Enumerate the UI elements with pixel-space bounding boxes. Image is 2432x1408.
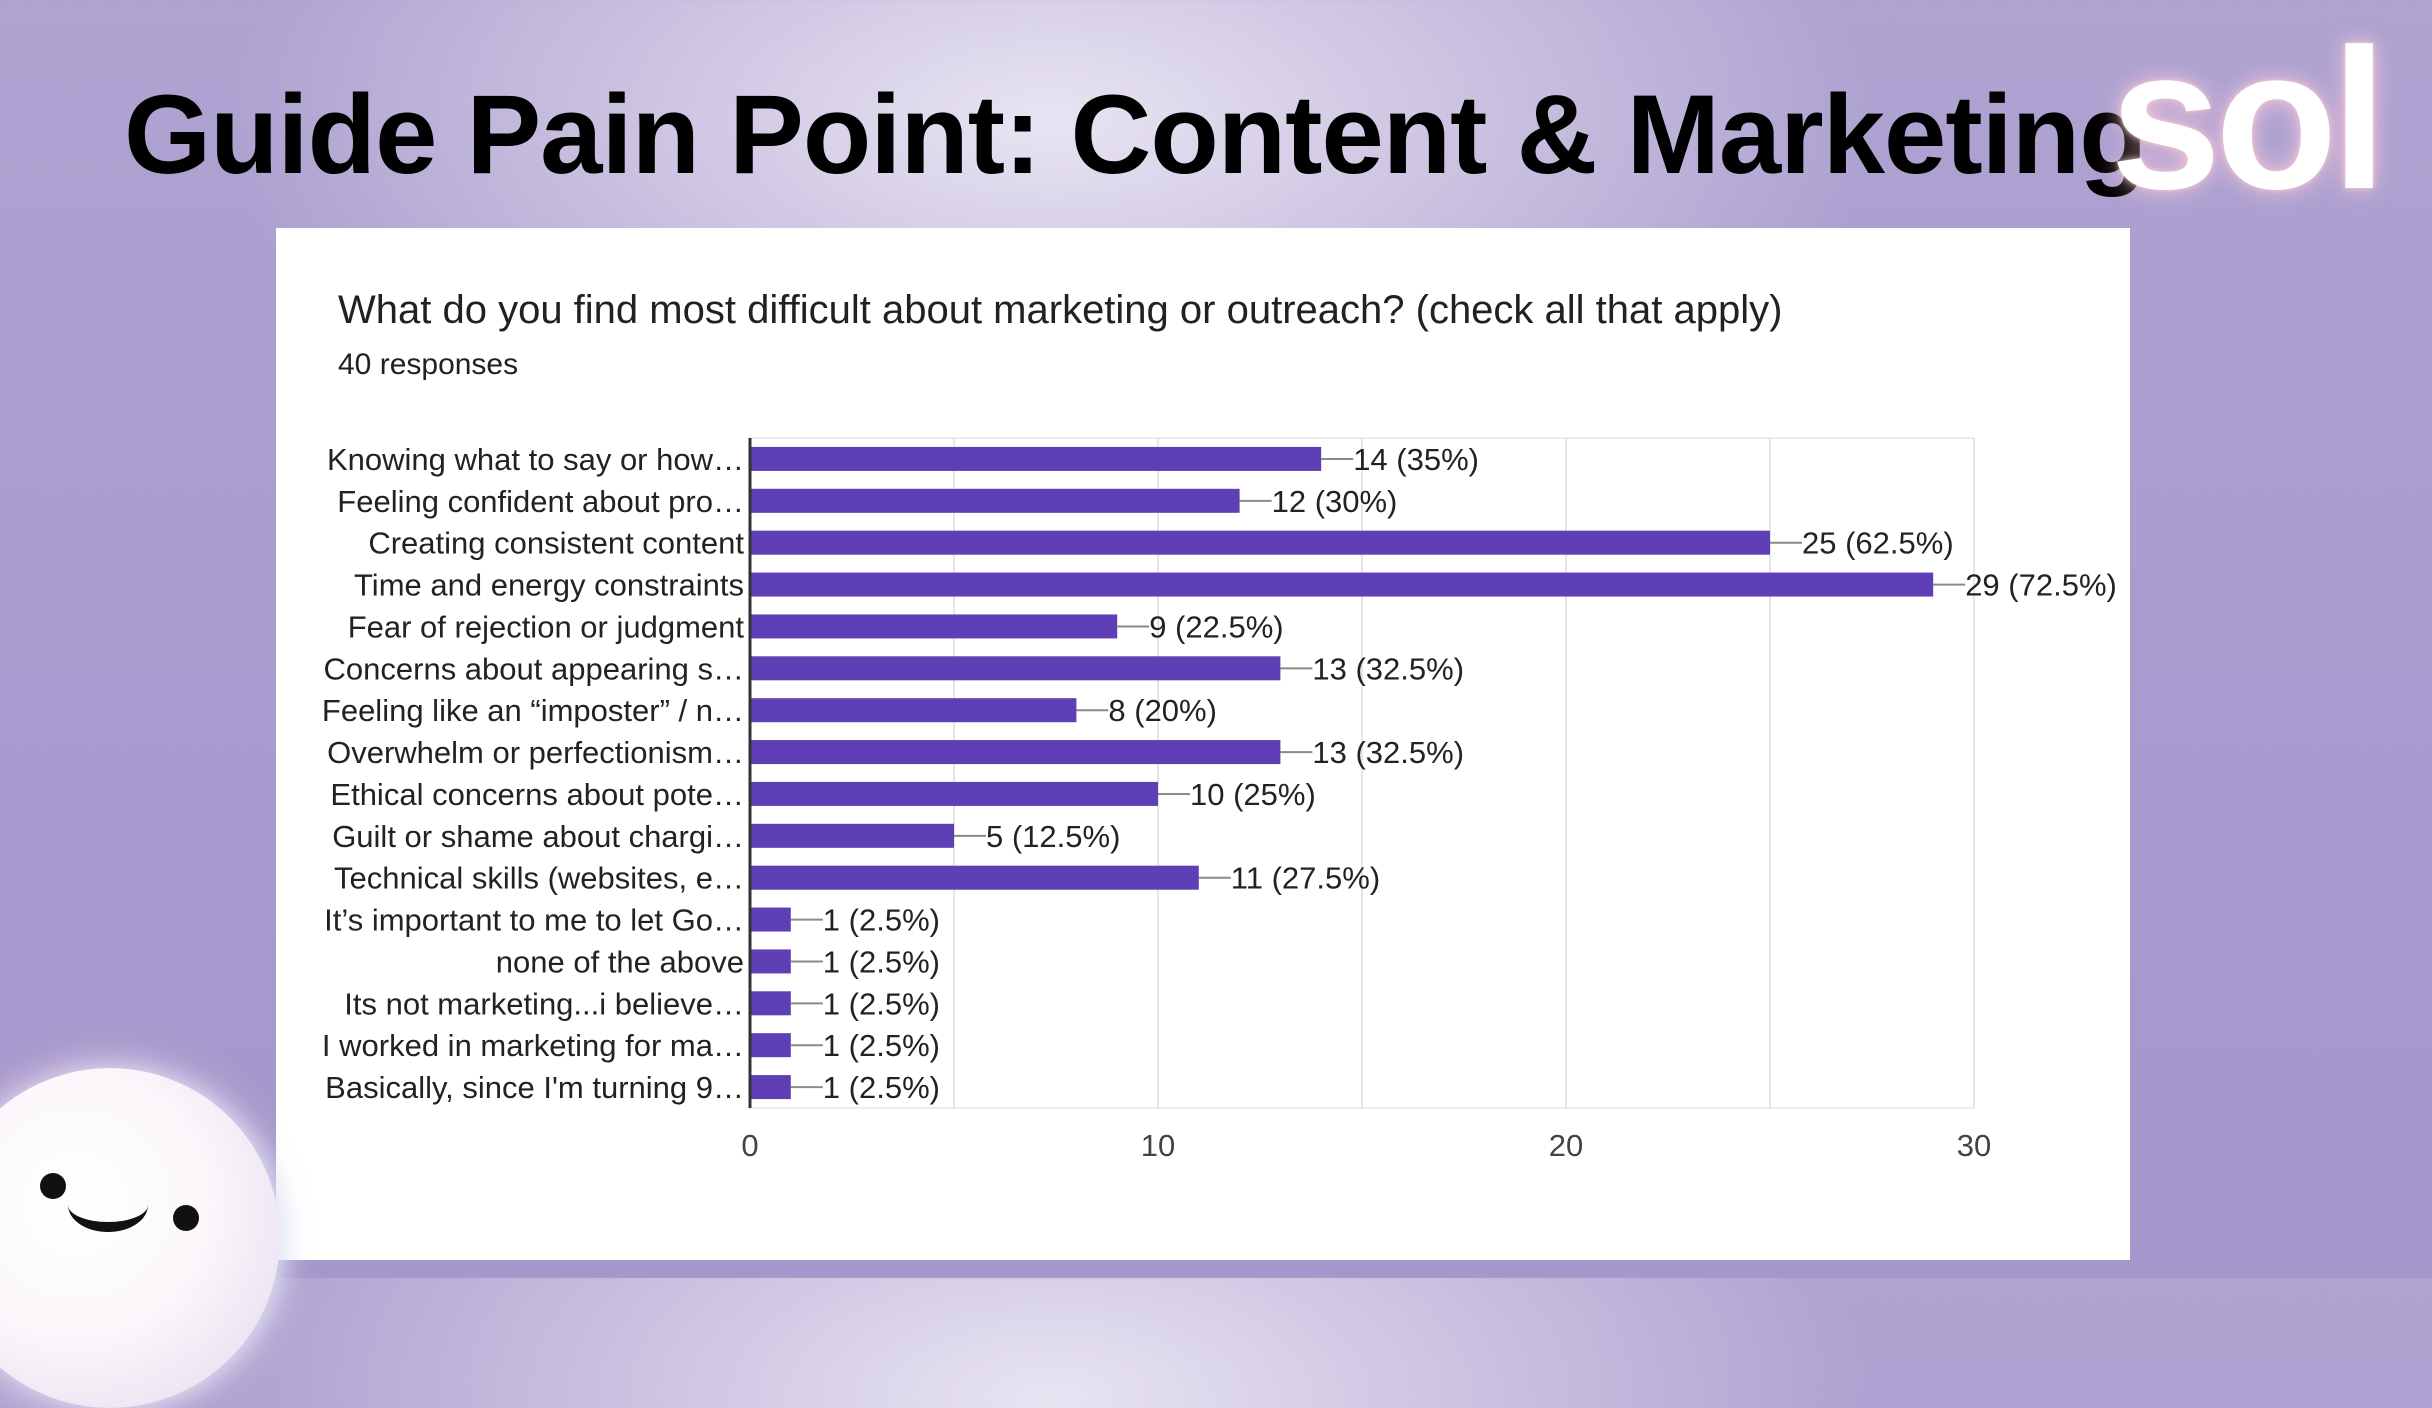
bar-chart: Knowing what to say or how… 14 (35%) Feeli… (322, 437, 2117, 1163)
bar (750, 530, 1770, 555)
data-label: 12 (30%) (1272, 484, 1398, 519)
data-label: 9 (22.5%) (1149, 609, 1283, 644)
category-label: Knowing what to say or how… (327, 442, 744, 477)
data-label: 8 (20%) (1108, 693, 1217, 728)
response-count: 40 responses (338, 348, 519, 381)
bar (750, 656, 1281, 681)
data-label: 10 (25%) (1190, 777, 1316, 812)
chart-panel: What do you find most difficult about ma… (276, 228, 2130, 1260)
x-tick-label: 30 (1957, 1128, 1991, 1163)
data-label: 14 (35%) (1353, 442, 1479, 477)
category-label: none of the above (496, 944, 744, 979)
category-label: I worked in marketing for ma… (322, 1028, 744, 1063)
mascot-eye-right (173, 1205, 199, 1231)
bar (750, 949, 791, 974)
category-label: Feeling like an “imposter” / n… (322, 693, 744, 728)
bar (750, 488, 1240, 513)
bar (750, 1075, 791, 1100)
bar (750, 446, 1322, 471)
x-tick-label: 0 (741, 1128, 758, 1163)
bar (750, 865, 1199, 890)
data-label: 29 (72.5%) (1965, 568, 2117, 603)
data-label: 13 (32.5%) (1312, 735, 1464, 770)
data-label: 1 (2.5%) (823, 1028, 940, 1063)
slide-title: Guide Pain Point: Content & Marketing (124, 72, 2148, 197)
data-label: 25 (62.5%) (1802, 526, 1954, 561)
bar (750, 781, 1158, 806)
category-label: Concerns about appearing s… (324, 651, 744, 686)
bar (750, 614, 1118, 639)
bar (750, 991, 791, 1016)
data-label: 1 (2.5%) (823, 944, 940, 979)
category-label: Technical skills (websites, e… (334, 861, 744, 896)
category-label: It’s important to me to let Go… (324, 903, 744, 938)
category-label: Ethical concerns about pote… (330, 777, 744, 812)
category-label: Time and energy constraints (354, 568, 744, 603)
data-label: 11 (27.5%) (1231, 861, 1380, 896)
data-label: 1 (2.5%) (823, 1070, 940, 1105)
x-tick-label: 10 (1141, 1128, 1175, 1163)
mascot-face-icon (0, 1068, 280, 1408)
bar (750, 572, 1934, 597)
bar (750, 1033, 791, 1058)
bar (750, 907, 791, 932)
bar (750, 740, 1281, 765)
data-label: 13 (32.5%) (1312, 651, 1464, 686)
category-label: Guilt or shame about chargi… (332, 819, 744, 854)
data-label: 1 (2.5%) (823, 986, 940, 1021)
mascot-eye-left (40, 1173, 66, 1199)
bar (750, 823, 954, 848)
category-label: Feeling confident about pro… (337, 484, 744, 519)
category-label: Fear of rejection or judgment (348, 609, 745, 644)
category-label: Its not marketing...i believe… (344, 986, 744, 1021)
chart-title: What do you find most difficult about ma… (338, 288, 1783, 332)
data-label: 5 (12.5%) (986, 819, 1120, 854)
x-tick-label: 20 (1549, 1128, 1583, 1163)
category-label: Overwhelm or perfectionism… (327, 735, 744, 770)
category-label: Basically, since I'm turning 9… (325, 1070, 744, 1105)
mascot-smile (68, 1178, 148, 1232)
data-label: 1 (2.5%) (823, 903, 940, 938)
category-label: Creating consistent content (368, 526, 744, 561)
bar (750, 698, 1077, 723)
sol-logo: sol (2110, 8, 2387, 231)
